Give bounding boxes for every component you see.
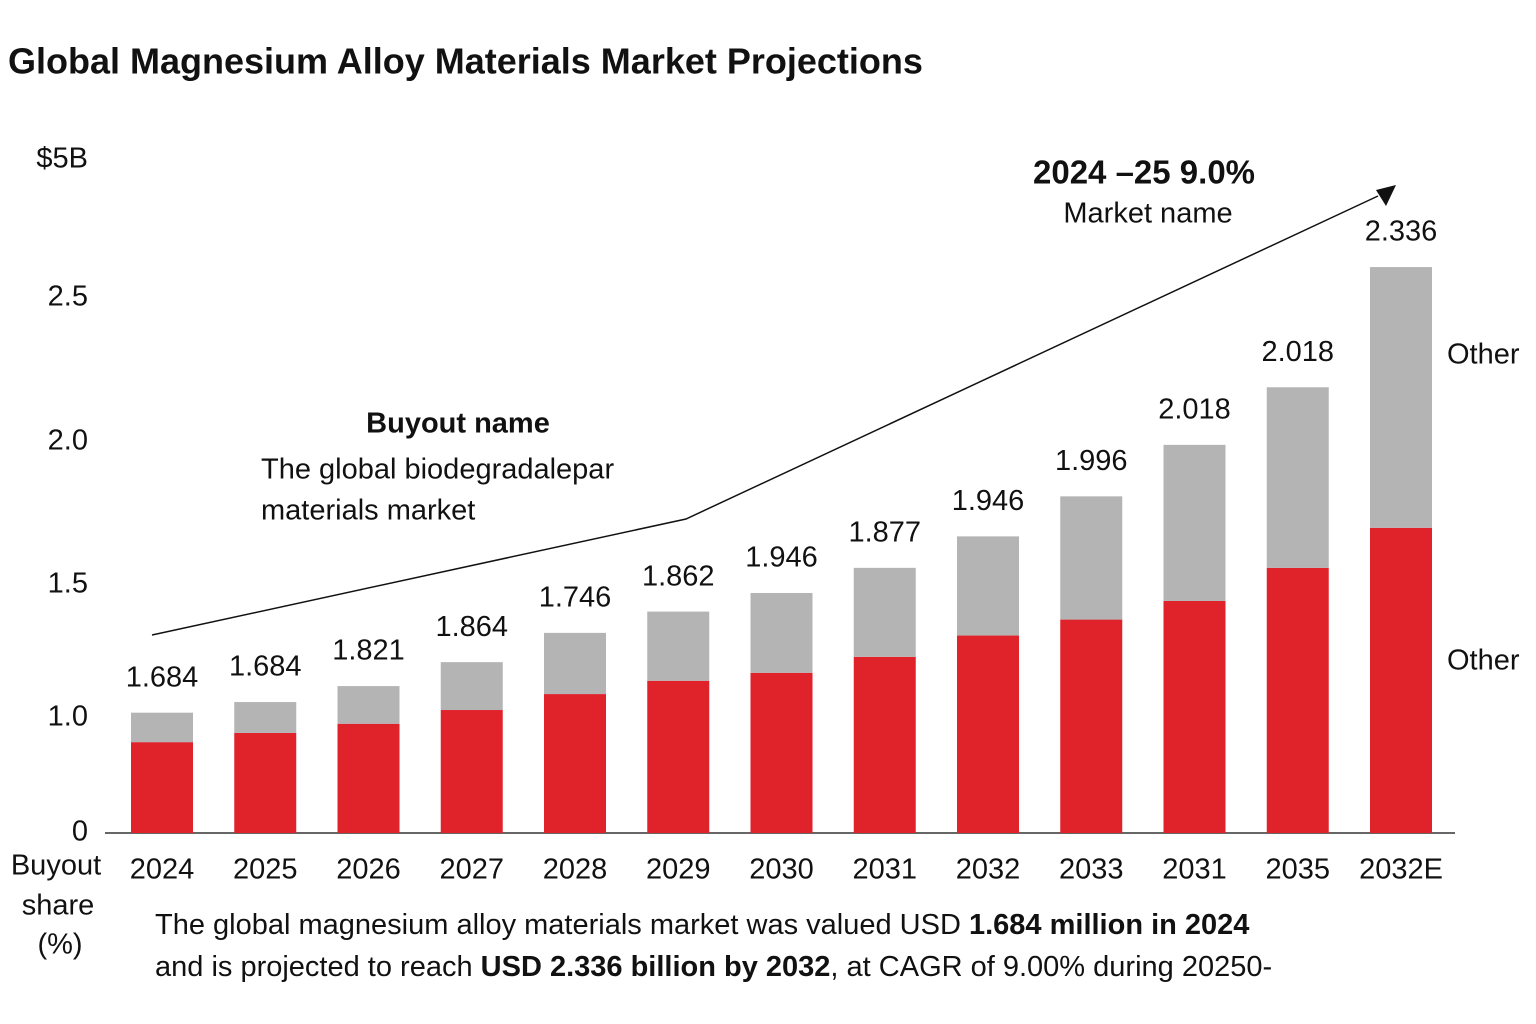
bar-segment [957,536,1019,636]
bar-segment [337,686,400,724]
y-tick-label: 2.5 [48,281,88,313]
annotation-text: The global biodegradalepar [261,454,614,486]
total-label: 1.946 [952,485,1025,517]
footer-segment: 1.684 million in 2024 [969,909,1249,941]
total-label: 1.946 [745,542,818,574]
x-tick-label: 2027 [439,854,504,886]
footer-segment: and is projected to reach [155,951,481,983]
bar-segment [131,712,193,743]
footer-text: and is projected to reach USD 2.336 bill… [155,951,1272,983]
y-tick-label: 1.0 [48,701,88,733]
x-tick-label: 2032 [956,854,1021,886]
y-label: share [22,890,95,922]
footer-segment: The global magnesium alloy materials mar… [155,909,969,941]
x-tick-label: 2035 [1265,854,1330,886]
chart-title: Global Magnesium Alloy Materials Market … [8,41,923,82]
y-tick-label: $5B [36,143,88,175]
y-tick-label: 0 [72,816,88,848]
bar-segment [544,694,606,833]
annotation-title: Buyout name [366,408,550,440]
bar-segment [1163,444,1226,601]
bar-segment [853,656,916,833]
total-label: 1.996 [1055,445,1128,477]
total-label: 1.862 [642,560,715,592]
footer-text: The global magnesium alloy materials mar… [155,909,1249,941]
total-label: 1.746 [539,582,612,614]
total-label: 1.684 [126,661,199,693]
bar-segment [1266,567,1329,833]
bar-segment [957,635,1019,833]
bar-segment [440,662,503,711]
x-tick-label: 2030 [749,854,814,886]
x-tick-label: 2026 [336,854,401,886]
footer-segment: USD 2.336 billion by 2032 [481,951,831,983]
total-label: 1.821 [332,635,405,667]
bar-segment [337,723,400,833]
bar-segment [234,732,297,833]
x-tick-label: 2029 [646,854,711,886]
y-tick-label: 1.5 [48,568,88,600]
bar-segment [647,680,710,833]
annotation-title: 2024 –25 9.0% [1033,154,1255,191]
x-tick-label: 2024 [130,854,195,886]
bar-segment [234,702,297,733]
bar-segment [750,592,813,673]
trend-arrow [1376,185,1396,206]
bar-segment [853,567,916,657]
footer-segment: , at CAGR of 9.00% during 20250- [830,951,1272,983]
x-tick-label: 2031 [852,854,917,886]
bar-segment [131,742,193,833]
bar-segment [647,611,710,681]
bar-segment [1266,387,1329,568]
bar-segment [1370,527,1432,833]
bar-segment [750,672,813,833]
total-label: 1.864 [435,611,508,643]
bar-segment [544,632,606,695]
total-label: 2.018 [1261,336,1334,368]
total-label: 1.684 [229,651,302,683]
bar-segment [1163,600,1226,833]
bar-segment [1370,267,1432,528]
bar-segment [1060,496,1123,620]
annotation-text: Market name [1063,198,1232,230]
total-label: 2.336 [1365,216,1438,248]
y-label: (%) [37,929,82,961]
bar-segment [1060,619,1123,833]
legend-label: Other [1447,339,1520,371]
total-label: 1.877 [848,516,921,548]
x-tick-label: 2025 [233,854,298,886]
total-label: 2.018 [1158,394,1231,426]
bar-segment [440,710,503,833]
x-tick-label: 2033 [1059,854,1124,886]
annotation-text: materials market [261,495,475,527]
y-tick-label: 2.0 [48,425,88,457]
x-tick-label: 2031 [1162,854,1227,886]
y-label: Buyout [11,850,101,882]
legend-label: Other [1447,645,1520,677]
trend-line [151,195,1379,636]
x-tick-label: 2028 [543,854,608,886]
x-tick-label: 2032E [1359,854,1443,886]
